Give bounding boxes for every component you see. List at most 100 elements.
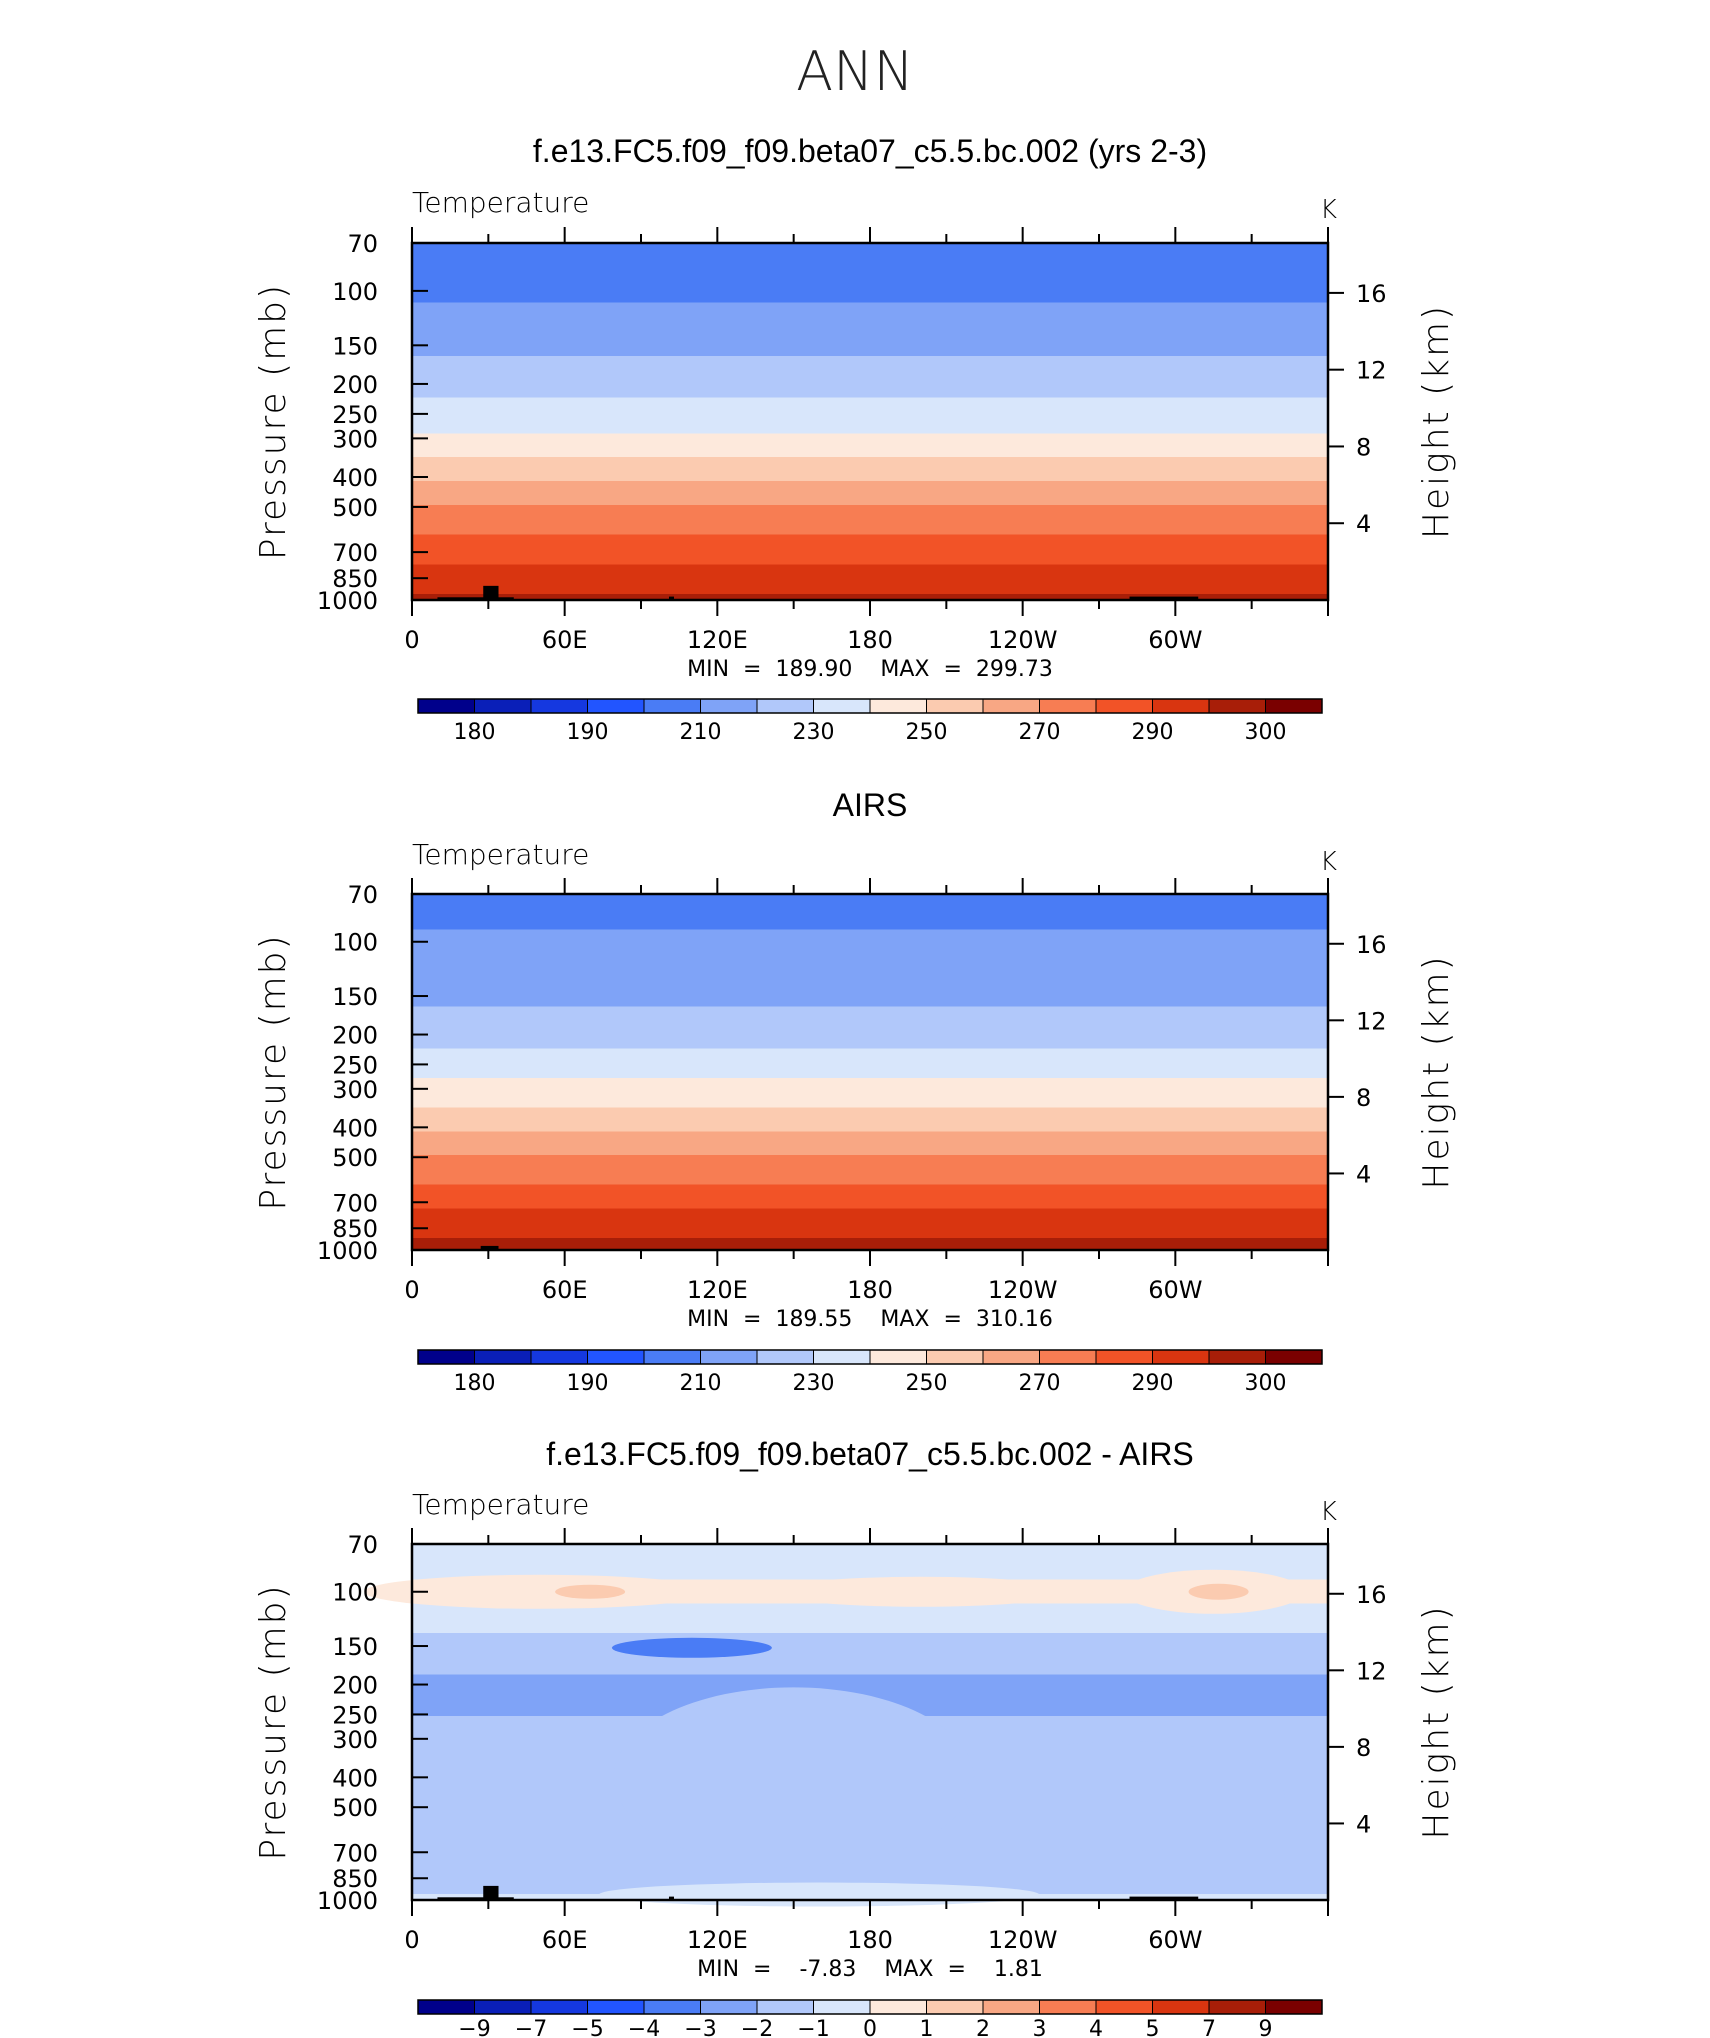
- x-tick-label: 120E: [687, 1926, 748, 1954]
- x-tick-label: 180: [847, 1276, 893, 1304]
- colorbar-swatch: [813, 1349, 871, 1365]
- y-axis-title: Pressure (mb): [253, 283, 294, 560]
- colorbar-swatch: [587, 698, 645, 714]
- x-tick-label: 60E: [542, 1926, 588, 1954]
- units-label: K: [1320, 847, 1337, 877]
- contour-field: [412, 894, 1328, 1250]
- colorbar-swatch: [756, 1349, 814, 1365]
- x-tick-label: 60W: [1148, 626, 1202, 654]
- colorbar-label: 300: [1245, 720, 1287, 745]
- colorbar-label: 270: [1019, 720, 1061, 745]
- colorbar-swatch: [530, 1349, 588, 1365]
- colorbar-swatch: [530, 1999, 588, 2015]
- anomaly-warm-core: [1188, 1583, 1249, 1600]
- colorbar-label: −9: [458, 2017, 490, 2038]
- colorbar-label: 190: [567, 720, 609, 745]
- x-tick-label: 0: [404, 626, 419, 654]
- colorbar-label: 180: [454, 1371, 496, 1396]
- anomaly-light-patch: [964, 1741, 1285, 1852]
- y-tick-label: 500: [332, 1794, 378, 1822]
- topography: [483, 585, 499, 600]
- colorbar-swatch: [1039, 698, 1097, 714]
- anomaly-warm-patch: [770, 1576, 1071, 1607]
- topography: [668, 596, 674, 600]
- colorbar-swatch: [926, 698, 984, 714]
- y-tick-label: 70: [347, 881, 378, 909]
- colorbar-swatch: [1152, 698, 1210, 714]
- x-tick-label: 60E: [542, 626, 588, 654]
- y-tick-label: 500: [332, 494, 378, 522]
- panel-diff: f.e13.FC5.f09_f09.beta07_c5.5.bc.002 - A…: [253, 1436, 1457, 2038]
- colorbar-swatch: [982, 1999, 1040, 2015]
- y-tick-label: 300: [332, 1076, 378, 1104]
- colorbar-swatch: [417, 1349, 475, 1365]
- colorbar-swatch: [1265, 1999, 1323, 2015]
- colorbar-swatch: [1152, 1349, 1210, 1365]
- colorbar-swatch: [1265, 698, 1323, 714]
- colorbar-swatch: [1095, 698, 1153, 714]
- units-label: K: [1320, 195, 1337, 225]
- y2-tick-label: 12: [1356, 357, 1387, 385]
- colorbar-label: 1: [920, 2017, 934, 2038]
- min-max-stats: MIN = 189.55 MAX = 310.16: [687, 1307, 1053, 1332]
- colorbar-swatch: [1095, 1999, 1153, 2015]
- colorbar-frame: [417, 698, 1323, 714]
- y-axis-title: Pressure (mb): [253, 1583, 294, 1860]
- colorbar-swatch: [1265, 1349, 1323, 1365]
- colorbar-label: 0: [863, 2017, 877, 2038]
- colorbar-label: 270: [1019, 1371, 1061, 1396]
- colorbar-swatch: [1208, 1999, 1266, 2015]
- colorbar-swatch: [700, 1349, 758, 1365]
- colorbar-label: 180: [454, 720, 496, 745]
- colorbar-swatch: [474, 1999, 532, 2015]
- colorbar-swatch: [700, 698, 758, 714]
- colorbar-label: 9: [1259, 2017, 1273, 2038]
- topography: [437, 1897, 514, 1900]
- y-tick-label: 70: [347, 230, 378, 258]
- colorbar-swatch: [756, 698, 814, 714]
- y-tick-label: 700: [332, 1839, 378, 1867]
- colorbar-label: 3: [1033, 2017, 1047, 2038]
- colorbar-label: 250: [906, 1371, 948, 1396]
- y-tick-label: 100: [332, 278, 378, 306]
- colorbar-label: 190: [567, 1371, 609, 1396]
- colorbar-swatch: [417, 1999, 475, 2015]
- colorbar-swatch: [417, 698, 475, 714]
- colorbar-swatch: [1039, 1349, 1097, 1365]
- colorbar-swatch: [474, 698, 532, 714]
- colorbar-swatch: [530, 698, 588, 714]
- y-tick-label: 200: [332, 1672, 378, 1700]
- x-tick-label: 120E: [687, 626, 748, 654]
- colorbar-label: 290: [1132, 1371, 1174, 1396]
- y-tick-label: 300: [332, 1726, 378, 1754]
- y-tick-label: 300: [332, 425, 378, 453]
- anomaly-cold-patch: [611, 1637, 772, 1658]
- topography: [1129, 596, 1199, 600]
- x-tick-label: 0: [404, 1926, 419, 1954]
- colorbar-frame: [417, 1349, 1323, 1365]
- panel-title: AIRS: [833, 787, 908, 823]
- y-tick-label: 100: [332, 1579, 378, 1607]
- anomaly-warm-patch: [364, 1574, 715, 1609]
- y2-tick-label: 16: [1356, 280, 1387, 308]
- colorbar-swatch: [813, 1999, 871, 2015]
- x-tick-label: 180: [847, 1926, 893, 1954]
- y-tick-label: 500: [332, 1144, 378, 1172]
- y2-tick-label: 16: [1356, 931, 1387, 959]
- colorbar-label: 290: [1132, 720, 1174, 745]
- colorbar-label: 300: [1245, 1371, 1287, 1396]
- colorbar-label: −5: [571, 2017, 603, 2038]
- anomaly-warm-core: [555, 1584, 626, 1599]
- colorbar-label: −4: [628, 2017, 660, 2038]
- y-tick-label: 250: [332, 1701, 378, 1729]
- colorbar-label: 230: [793, 720, 835, 745]
- y2-axis-title: Height (km): [1416, 304, 1457, 539]
- y-tick-label: 400: [332, 1764, 378, 1792]
- y-tick-label: 1000: [317, 1237, 378, 1265]
- topography: [437, 597, 514, 600]
- colorbar-swatch: [643, 1349, 701, 1365]
- colorbar-swatch: [1095, 1349, 1153, 1365]
- y-tick-label: 850: [332, 565, 378, 593]
- colorbar-swatch: [1208, 698, 1266, 714]
